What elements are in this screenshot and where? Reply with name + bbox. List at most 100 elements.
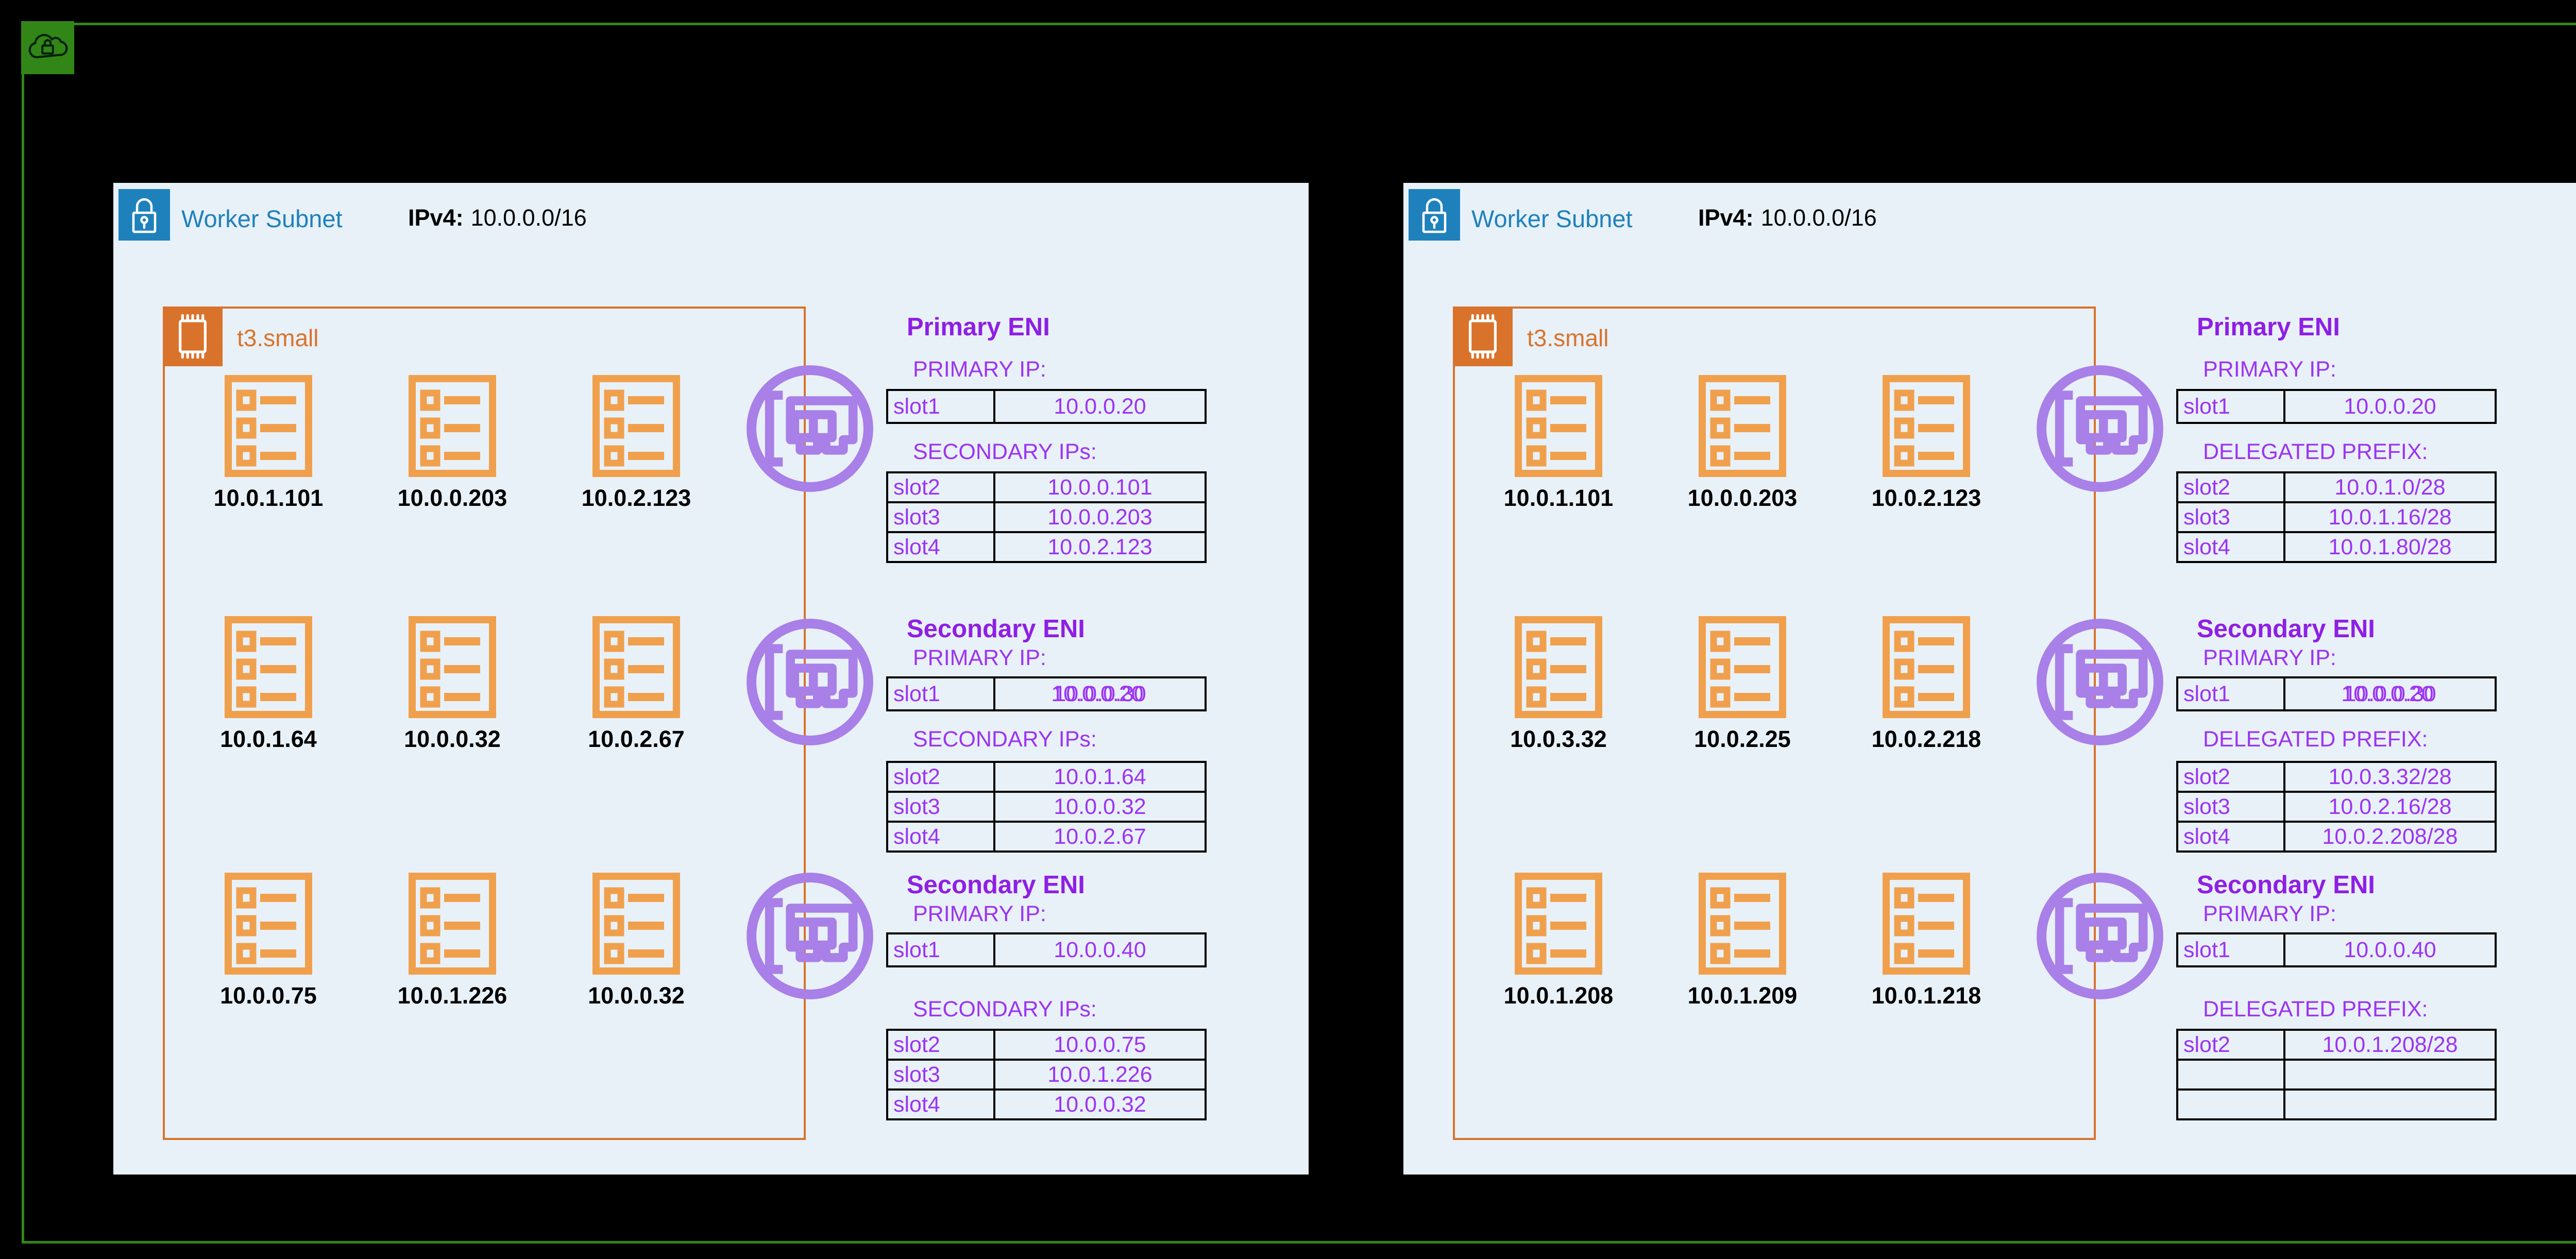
delegated-prefix-table: slot2 10.0.1.0/28 slot3 10.0.1.16/28 slo…	[2176, 471, 2497, 563]
secondary-ips-label: SECONDARY IPs:	[913, 997, 1097, 1022]
table-row: slot1 10.0.0.20	[2176, 389, 2497, 424]
instance-type-label: t3.small	[1527, 325, 1609, 351]
pod-ip-label: 10.0.1.208	[1503, 982, 1614, 1009]
pod-ip-label: 10.0.1.218	[1871, 982, 1981, 1009]
pod-ip-label: 10.0.0.203	[1687, 485, 1798, 511]
ip-value-cell: 10.0.1.16/28	[2283, 501, 2497, 533]
delegated-prefix-table: slot2 10.0.3.32/28 slot3 10.0.2.16/28 sl…	[2176, 761, 2497, 853]
ip-value-cell: 10.0.0.32	[993, 1088, 1207, 1120]
pod-ip-label: 10.0.0.32	[588, 982, 685, 1009]
ec2-instance-box: t3.small 10.0.1.101 10.0.0.203 10.0.2.12…	[163, 307, 806, 1140]
secondary-ips-table: slot2 10.0.1.64 slot3 10.0.0.32 slot4 10…	[886, 761, 1207, 853]
primary-ip-label: PRIMARY IP:	[913, 357, 1046, 382]
table-row: slot3 10.0.0.203	[886, 501, 1207, 533]
ec2-instance-box: t3.small 10.0.1.101 10.0.0.203 10.0.2.12…	[1453, 307, 2096, 1140]
ip-value-cell: 10.0.1.226	[993, 1059, 1207, 1091]
slot-cell: slot2	[2176, 761, 2285, 793]
slot-cell: slot3	[2176, 791, 2285, 823]
table-row: slot3 10.0.1.226	[886, 1059, 1207, 1091]
primary-ip-table: slot1 10.0.0.30 10.0.0.20	[886, 676, 1207, 711]
pod-icon	[1513, 375, 1604, 478]
table-row: slot1 10.0.0.30 10.0.0.20	[2176, 676, 2497, 711]
pod-ip-label: 10.0.2.25	[1694, 726, 1791, 752]
delegated-prefix-label: DELEGATED PREFIX:	[2203, 727, 2428, 752]
table-row: slot4 10.0.2.67	[886, 821, 1207, 853]
ip-value-cell: 10.0.1.208/28	[2283, 1029, 2497, 1061]
slot-cell: slot1	[2176, 389, 2285, 424]
slot-cell: slot4	[2176, 531, 2285, 563]
subnet-cidr: IPv4: 10.0.0.0/16	[408, 205, 587, 231]
pod-icon	[1697, 872, 1788, 975]
eni-icon	[740, 613, 879, 752]
eni-section-title: Secondary ENI	[2197, 615, 2375, 643]
pod-icon	[223, 616, 314, 719]
table-row: slot1 10.0.0.30 10.0.0.20	[886, 676, 1207, 711]
eni-icon	[740, 866, 879, 1006]
table-row: slot1 10.0.0.40	[2176, 932, 2497, 967]
ip-value-cell: 10.0.0.20	[993, 389, 1207, 424]
ipv4-value: 10.0.0.0/16	[1760, 205, 1877, 231]
table-row: slot4 10.0.1.80/28	[2176, 531, 2497, 563]
pod-ip-label: 10.0.0.203	[397, 485, 507, 511]
pod-ip-label: 10.0.0.32	[404, 726, 501, 752]
instance-chip-icon	[1453, 307, 1513, 366]
table-row: slot2 10.0.0.75	[886, 1029, 1207, 1061]
eni-section-title: Primary ENI	[907, 313, 1050, 341]
table-row: slot4 10.0.0.32	[886, 1088, 1207, 1120]
pod-icon	[406, 872, 498, 975]
slot-cell	[2176, 1088, 2285, 1120]
secondary-ips-label: SECONDARY IPs:	[913, 727, 1097, 752]
eni-icon	[2030, 866, 2170, 1006]
ip-value-cell: 10.0.0.40	[993, 932, 1207, 967]
ip-value-cell: 10.0.2.208/28	[2283, 821, 2497, 853]
slot-cell	[2176, 1059, 2285, 1091]
pod-icon	[1513, 616, 1604, 719]
slot-cell: slot3	[886, 501, 995, 533]
primary-ip-table: slot1 10.0.0.40	[886, 932, 1207, 967]
table-row	[2176, 1059, 2497, 1091]
ip-value-cell: 10.0.0.101	[993, 471, 1207, 503]
ip-value-cell: 10.0.0.20	[2283, 389, 2497, 424]
overlapping-ip-text: 10.0.0.20	[2341, 681, 2434, 706]
ip-value-cell: 10.0.0.75	[993, 1029, 1207, 1061]
subnet-cidr: IPv4: 10.0.0.0/16	[1698, 205, 1877, 231]
pod-icon	[1880, 872, 1972, 975]
ipv4-label: IPv4:	[1698, 205, 1754, 231]
primary-ip-label: PRIMARY IP:	[913, 901, 1046, 926]
slot-cell: slot2	[886, 1029, 995, 1061]
slot-cell: slot2	[886, 761, 995, 793]
slot-cell: slot3	[2176, 501, 2285, 533]
table-row: slot1 10.0.0.20	[886, 389, 1207, 424]
pod-icon	[1697, 375, 1788, 478]
pod-icon	[223, 872, 314, 975]
table-row: slot2 10.0.1.208/28	[2176, 1029, 2497, 1061]
slot-cell: slot1	[886, 932, 995, 967]
pod-icon	[590, 616, 682, 719]
primary-ip-table: slot1 10.0.0.30 10.0.0.20	[2176, 676, 2497, 711]
table-row	[2176, 1088, 2497, 1120]
ip-value-cell: 10.0.2.16/28	[2283, 791, 2497, 823]
pod-ip-label: 10.0.1.209	[1687, 982, 1798, 1009]
delegated-prefix-table: slot2 10.0.1.208/28	[2176, 1029, 2497, 1120]
eni-icon	[2030, 359, 2170, 498]
slot-cell: slot4	[886, 1088, 995, 1120]
pod-ip-label: 10.0.1.101	[1503, 485, 1614, 511]
subnet-title: Worker Subnet	[181, 205, 343, 232]
primary-ip-label: PRIMARY IP:	[2203, 645, 2336, 670]
eni-section-title: Secondary ENI	[907, 615, 1085, 643]
pod-icon	[1880, 616, 1972, 719]
ip-value-cell: 10.0.3.32/28	[2283, 761, 2497, 793]
ip-value-cell: 10.0.0.32	[993, 791, 1207, 823]
worker-subnet-panel-secondary-ips: Worker Subnet IPv4: 10.0.0.0/16 t3.small …	[113, 183, 1309, 1175]
worker-subnet-panel-delegated-prefix: Worker Subnet IPv4: 10.0.0.0/16 t3.small …	[1403, 183, 2576, 1175]
ipv4-value: 10.0.0.0/16	[470, 205, 587, 231]
primary-ip-label: PRIMARY IP:	[2203, 901, 2336, 926]
slot-cell: slot2	[2176, 471, 2285, 503]
delegated-prefix-label: DELEGATED PREFIX:	[2203, 439, 2428, 464]
pod-icon	[590, 375, 682, 478]
table-row: slot4 10.0.2.123	[886, 531, 1207, 563]
overlapping-ip-text: 10.0.0.20	[1051, 681, 1144, 706]
pod-ip-label: 10.0.2.218	[1871, 726, 1981, 752]
ip-value-cell: 10.0.0.30 10.0.0.20	[2283, 676, 2497, 711]
